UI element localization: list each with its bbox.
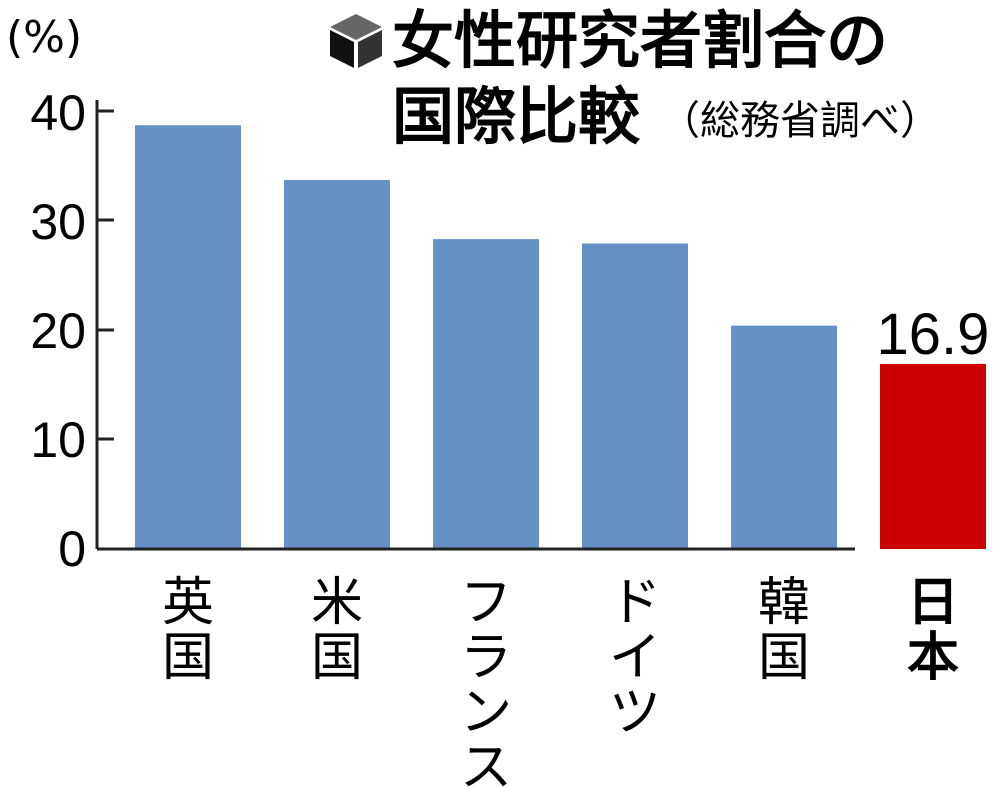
data-label: 16.9: [877, 302, 990, 367]
category-label: ドイツ: [609, 573, 661, 743]
y-tick-label: 0: [58, 521, 86, 577]
cube-icon: [330, 14, 382, 68]
category-label: 米国: [311, 573, 363, 688]
bar-日本: [880, 363, 986, 549]
category-label: 韓国: [758, 573, 810, 688]
y-tick-label: 40: [30, 85, 86, 141]
chart-title-line-2: 国際比較: [392, 80, 641, 153]
bar-ドイツ: [582, 243, 688, 549]
y-tick-label: 10: [30, 412, 86, 468]
data-labels: 16.9: [877, 302, 990, 367]
bar-韓国: [731, 325, 837, 549]
y-tick-label: 20: [30, 303, 86, 359]
category-label: 英国: [162, 573, 214, 688]
y-unit-label: (%): [6, 12, 82, 63]
category-label: 日本: [907, 573, 959, 688]
bar-英国: [135, 125, 241, 550]
chart-title-line-1: 女性研究者割合の: [392, 4, 888, 77]
category-label: フランス: [460, 573, 512, 787]
axes: [95, 100, 855, 551]
bars-group: [135, 125, 986, 550]
source-note: （総務省調べ）: [660, 98, 940, 144]
bar-米国: [284, 179, 390, 550]
bar-フランス: [433, 239, 539, 550]
y-tick-label: 30: [30, 194, 86, 250]
